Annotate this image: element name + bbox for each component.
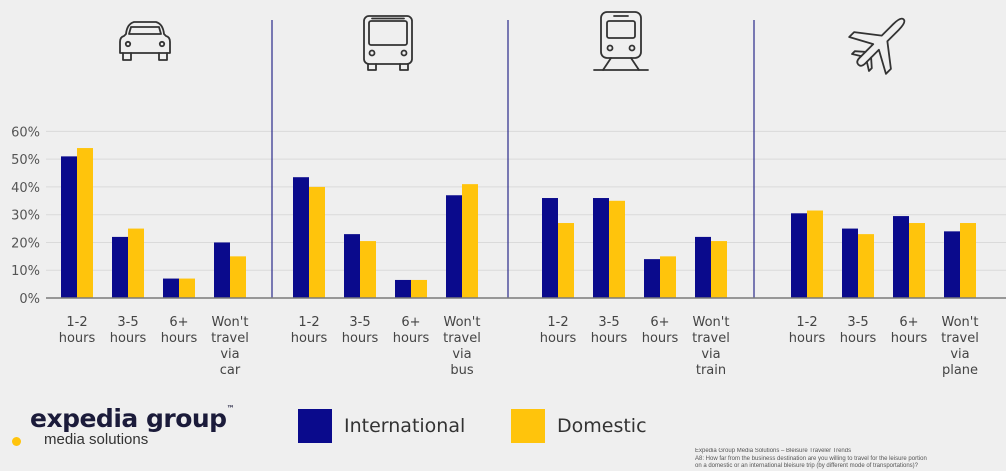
- x-tick-label: 3-5 hours: [840, 315, 877, 346]
- source-line: Expedia Group Media Solutions – Bleisure…: [695, 448, 852, 454]
- car-icon: [119, 21, 171, 61]
- legend-international: International: [298, 409, 465, 443]
- x-tick-label: 1-2 hours: [789, 315, 826, 346]
- bar-bus-domestic: [309, 186, 325, 298]
- x-tick-label: 6+ hours: [161, 315, 198, 346]
- y-tick-label: 60%: [11, 125, 40, 140]
- source-question-cont: on a domestic or an international bleisu…: [695, 463, 919, 469]
- bar-plane-domestic: [909, 223, 925, 298]
- y-axis-ticks: 0% 10% 20% 30% 40% 50% 60%: [11, 125, 40, 307]
- bar-plane-domestic: [807, 210, 823, 298]
- bar-bus-international: [395, 279, 411, 298]
- bar-train-international: [644, 259, 660, 298]
- y-tick-label: 50%: [11, 153, 40, 168]
- bar-train-domestic: [558, 223, 574, 298]
- bar-car-international: [163, 278, 179, 298]
- bars: [61, 148, 976, 298]
- bar-car-domestic: [128, 228, 144, 298]
- bar-car-domestic: [179, 278, 195, 298]
- legend-swatch-international: [298, 409, 332, 443]
- y-tick-label: 30%: [11, 209, 40, 224]
- x-axis-labels: 1-2 hours 3-5 hours 6+ hours Won't travel via car…: [59, 315, 979, 378]
- x-tick-label: 6+ hours: [393, 315, 430, 346]
- logo-wordmark: expedia group™: [30, 404, 235, 433]
- bar-train-domestic: [711, 241, 727, 298]
- source-note: Expedia Group Media Solutions – Bleisure…: [695, 448, 1006, 471]
- train-icon: [593, 11, 649, 71]
- bar-car-domestic: [230, 256, 246, 298]
- x-tick-label: 6+ hours: [642, 315, 679, 346]
- bar-car-international: [112, 236, 128, 298]
- bar-plane-international: [893, 216, 909, 298]
- x-tick-label: 1-2 hours: [59, 315, 96, 346]
- source-question: A8: How far from the business destinatio…: [695, 455, 927, 462]
- bar-plane-international: [944, 231, 960, 298]
- bar-plane-international: [842, 228, 858, 298]
- legend-swatch-domestic: [511, 409, 545, 443]
- legend-label-domestic: Domestic: [557, 415, 647, 437]
- bar-train-international: [695, 236, 711, 298]
- x-tick-label: Won't travel via train: [692, 315, 730, 378]
- bar-car-international: [214, 242, 230, 298]
- bar-train-domestic: [660, 256, 676, 298]
- bar-train-international: [593, 198, 609, 298]
- bar-train-international: [542, 198, 558, 298]
- bar-bus-international: [344, 234, 360, 298]
- bar-bus-domestic: [411, 279, 427, 298]
- bar-bus-international: [293, 177, 309, 298]
- panel-dividers: [271, 20, 755, 298]
- legend-domestic: Domestic: [511, 409, 647, 443]
- y-tick-label: 20%: [11, 236, 40, 251]
- x-tick-label: 1-2 hours: [540, 315, 577, 346]
- x-tick-label: Won't travel via plane: [941, 315, 979, 378]
- bar-train-domestic: [609, 200, 625, 298]
- y-tick-label: 40%: [11, 181, 40, 196]
- legend-label-international: International: [344, 415, 466, 437]
- expedia-group-logo: expedia group™ media solutions: [12, 404, 235, 448]
- x-tick-label: 6+ hours: [891, 315, 928, 346]
- x-tick-label: 1-2 hours: [291, 315, 328, 346]
- x-tick-label: Won't travel via car: [211, 315, 249, 378]
- bar-bus-international: [446, 195, 462, 298]
- bar-bus-domestic: [462, 184, 478, 298]
- bus-icon: [363, 15, 413, 71]
- logo-subtitle: media solutions: [44, 431, 149, 448]
- bar-plane-international: [791, 213, 807, 298]
- y-tick-label: 0%: [19, 292, 40, 307]
- lightbulb-icon: [12, 437, 21, 446]
- bar-plane-domestic: [960, 223, 976, 298]
- x-tick-label: Won't travel via bus: [443, 315, 481, 378]
- bar-bus-domestic: [360, 241, 376, 298]
- bar-car-international: [61, 156, 77, 298]
- plane-icon: [848, 17, 906, 75]
- bar-car-domestic: [77, 148, 93, 298]
- x-tick-label: 3-5 hours: [110, 315, 147, 346]
- x-tick-label: 3-5 hours: [342, 315, 379, 346]
- y-tick-label: 10%: [11, 264, 40, 279]
- x-tick-label: 3-5 hours: [591, 315, 628, 346]
- bar-plane-domestic: [858, 234, 874, 298]
